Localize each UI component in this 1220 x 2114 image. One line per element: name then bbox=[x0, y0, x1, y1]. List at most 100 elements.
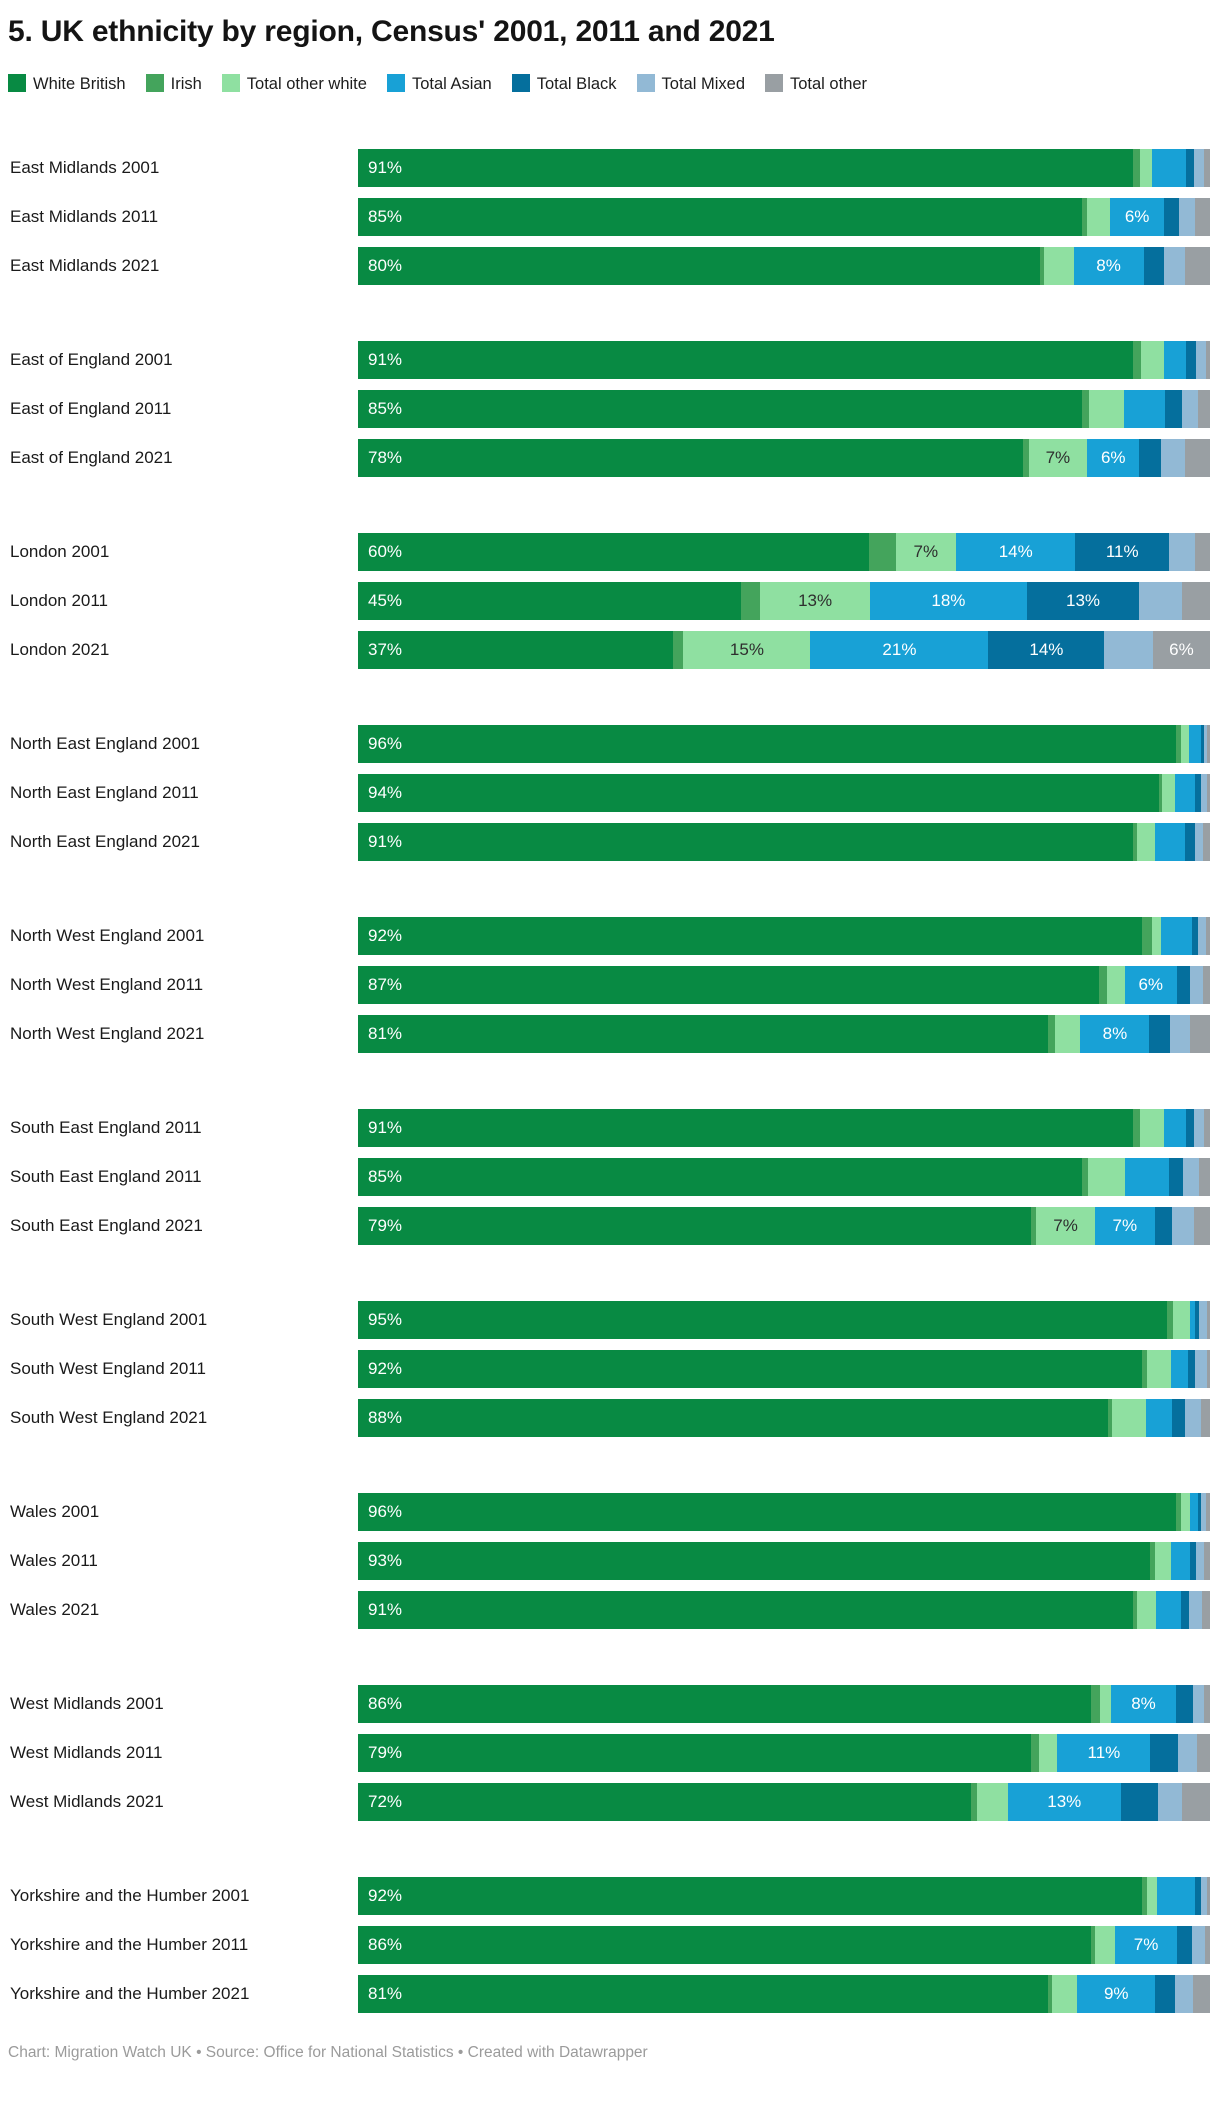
segment-mixed[interactable] bbox=[1195, 1542, 1205, 1580]
segment-irish[interactable] bbox=[1031, 1734, 1039, 1772]
segment-asian[interactable]: 14% bbox=[956, 533, 1076, 571]
segment-irish[interactable] bbox=[1175, 725, 1182, 763]
segment-black[interactable] bbox=[1198, 1493, 1201, 1531]
segment-white_british[interactable]: 37% bbox=[358, 631, 674, 669]
segment-other_white[interactable] bbox=[1152, 917, 1162, 955]
segment-irish[interactable] bbox=[1133, 341, 1141, 379]
segment-black[interactable] bbox=[1143, 247, 1164, 285]
segment-asian[interactable] bbox=[1188, 725, 1201, 763]
segment-irish[interactable] bbox=[1141, 1877, 1147, 1915]
segment-irish[interactable] bbox=[1090, 1685, 1101, 1723]
segment-other_white[interactable] bbox=[1087, 198, 1111, 236]
segment-other[interactable] bbox=[1181, 582, 1210, 620]
segment-asian[interactable] bbox=[1163, 1109, 1187, 1147]
segment-asian[interactable] bbox=[1157, 1877, 1195, 1915]
segment-black[interactable]: 13% bbox=[1026, 582, 1140, 620]
segment-other[interactable] bbox=[1192, 1975, 1210, 2013]
segment-other[interactable] bbox=[1185, 247, 1210, 285]
segment-mixed[interactable] bbox=[1195, 1350, 1207, 1388]
segment-mixed[interactable] bbox=[1139, 582, 1182, 620]
segment-white_british[interactable]: 81% bbox=[358, 1015, 1049, 1053]
segment-irish[interactable] bbox=[971, 1783, 977, 1821]
segment-mixed[interactable] bbox=[1185, 1399, 1202, 1437]
segment-irish[interactable] bbox=[1082, 390, 1089, 428]
segment-mixed[interactable] bbox=[1179, 198, 1196, 236]
segment-other_white[interactable] bbox=[1154, 1542, 1171, 1580]
segment-black[interactable]: 14% bbox=[988, 631, 1105, 669]
segment-irish[interactable] bbox=[1022, 439, 1029, 477]
segment-mixed[interactable] bbox=[1177, 1734, 1198, 1772]
segment-irish[interactable] bbox=[741, 582, 761, 620]
segment-black[interactable] bbox=[1175, 1685, 1193, 1723]
segment-black[interactable] bbox=[1186, 149, 1194, 187]
segment-white_british[interactable]: 88% bbox=[358, 1399, 1108, 1437]
segment-white_british[interactable]: 60% bbox=[358, 533, 870, 571]
segment-irish[interactable] bbox=[1133, 1591, 1137, 1629]
segment-other[interactable] bbox=[1195, 198, 1210, 236]
segment-other_white[interactable] bbox=[1140, 1109, 1164, 1147]
segment-other[interactable] bbox=[1203, 823, 1210, 861]
segment-other_white[interactable] bbox=[1136, 823, 1155, 861]
segment-irish[interactable] bbox=[1082, 1158, 1089, 1196]
segment-other[interactable]: 6% bbox=[1152, 631, 1210, 669]
segment-black[interactable] bbox=[1186, 1109, 1194, 1147]
segment-other_white[interactable] bbox=[976, 1783, 1009, 1821]
segment-other_white[interactable] bbox=[1181, 1493, 1191, 1531]
segment-black[interactable] bbox=[1192, 917, 1199, 955]
segment-other[interactable] bbox=[1202, 1591, 1210, 1629]
segment-other_white[interactable] bbox=[1106, 966, 1125, 1004]
segment-other_white[interactable] bbox=[1112, 1399, 1147, 1437]
segment-mixed[interactable] bbox=[1194, 823, 1204, 861]
segment-other_white[interactable] bbox=[1173, 1301, 1190, 1339]
segment-mixed[interactable] bbox=[1193, 1109, 1204, 1147]
segment-white_british[interactable]: 91% bbox=[358, 149, 1134, 187]
segment-irish[interactable] bbox=[1133, 1109, 1141, 1147]
segment-other_white[interactable] bbox=[1043, 247, 1074, 285]
segment-asian[interactable]: 9% bbox=[1077, 1975, 1156, 2013]
segment-white_british[interactable]: 85% bbox=[358, 1158, 1083, 1196]
segment-black[interactable] bbox=[1176, 1926, 1193, 1964]
segment-mixed[interactable] bbox=[1182, 1158, 1199, 1196]
segment-black[interactable] bbox=[1164, 390, 1182, 428]
segment-black[interactable] bbox=[1194, 1877, 1202, 1915]
segment-asian[interactable] bbox=[1175, 774, 1196, 812]
segment-white_british[interactable]: 72% bbox=[358, 1783, 972, 1821]
segment-other[interactable] bbox=[1193, 1207, 1210, 1245]
segment-white_british[interactable]: 85% bbox=[358, 198, 1083, 236]
segment-other_white[interactable]: 13% bbox=[760, 582, 871, 620]
segment-other_white[interactable] bbox=[1146, 1350, 1171, 1388]
segment-white_british[interactable]: 91% bbox=[358, 823, 1134, 861]
segment-white_british[interactable]: 91% bbox=[358, 1109, 1134, 1147]
segment-asian[interactable]: 8% bbox=[1111, 1685, 1176, 1723]
segment-other[interactable] bbox=[1207, 725, 1210, 763]
segment-other_white[interactable]: 7% bbox=[1028, 439, 1088, 477]
segment-other[interactable] bbox=[1185, 439, 1210, 477]
segment-other[interactable] bbox=[1204, 1542, 1210, 1580]
segment-white_british[interactable]: 85% bbox=[358, 390, 1083, 428]
segment-black[interactable] bbox=[1150, 1734, 1178, 1772]
segment-mixed[interactable] bbox=[1201, 1877, 1208, 1915]
segment-mixed[interactable] bbox=[1198, 1301, 1207, 1339]
segment-black[interactable] bbox=[1185, 823, 1195, 861]
segment-mixed[interactable] bbox=[1163, 247, 1186, 285]
segment-asian[interactable] bbox=[1146, 1399, 1172, 1437]
segment-mixed[interactable] bbox=[1192, 1685, 1204, 1723]
segment-other[interactable] bbox=[1207, 1877, 1210, 1915]
segment-white_british[interactable]: 94% bbox=[358, 774, 1159, 812]
segment-other_white[interactable] bbox=[1094, 1926, 1116, 1964]
segment-mixed[interactable] bbox=[1204, 725, 1208, 763]
segment-black[interactable] bbox=[1186, 341, 1197, 379]
segment-irish[interactable] bbox=[1167, 1301, 1174, 1339]
segment-other[interactable] bbox=[1204, 149, 1210, 187]
segment-asian[interactable] bbox=[1163, 341, 1187, 379]
segment-black[interactable] bbox=[1169, 1158, 1183, 1196]
segment-mixed[interactable] bbox=[1192, 1926, 1205, 1964]
segment-other_white[interactable] bbox=[1089, 390, 1124, 428]
segment-other[interactable] bbox=[1205, 341, 1210, 379]
segment-other[interactable] bbox=[1205, 1493, 1210, 1531]
segment-mixed[interactable] bbox=[1188, 1591, 1203, 1629]
segment-other_white[interactable] bbox=[1088, 1158, 1125, 1196]
segment-irish[interactable] bbox=[1099, 966, 1107, 1004]
segment-mixed[interactable] bbox=[1198, 917, 1206, 955]
segment-asian[interactable] bbox=[1189, 1301, 1196, 1339]
